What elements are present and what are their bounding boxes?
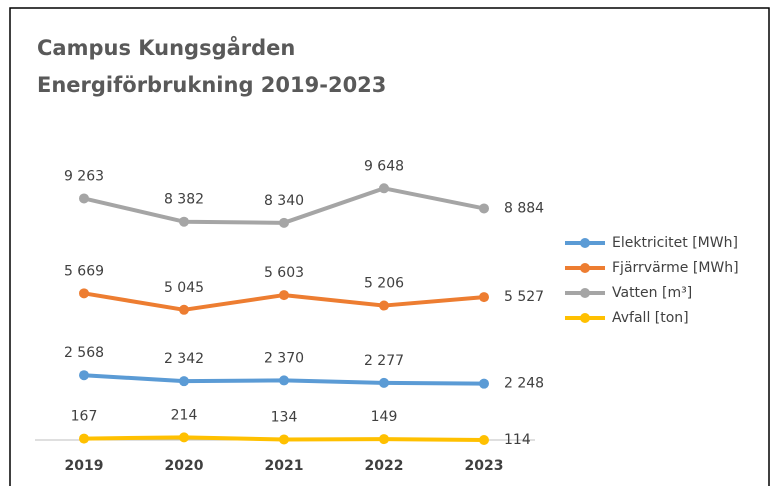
data-label: 167 <box>71 409 98 425</box>
legend-marker <box>580 238 590 248</box>
data-label: 8 884 <box>504 200 544 216</box>
x-tick-label: 2020 <box>165 458 204 474</box>
legend-marker <box>580 313 590 323</box>
data-label: 2 248 <box>504 376 544 392</box>
chart-frame <box>9 7 770 486</box>
x-tick-label: 2023 <box>465 458 504 474</box>
data-label: 8 382 <box>164 192 204 208</box>
data-point <box>279 434 289 445</box>
data-point <box>79 433 89 444</box>
data-point <box>279 290 289 301</box>
legend-marker <box>580 288 590 298</box>
data-point <box>79 288 89 299</box>
data-label: 134 <box>271 409 298 425</box>
data-label: 8 340 <box>264 193 304 209</box>
data-point <box>79 370 89 381</box>
data-point <box>79 193 89 204</box>
x-tick-label: 2021 <box>265 458 304 474</box>
x-tick-label: 2022 <box>365 458 404 474</box>
data-point <box>279 375 289 386</box>
data-label: 5 603 <box>264 265 304 281</box>
data-label: 2 277 <box>364 353 404 369</box>
data-point <box>479 203 489 214</box>
data-label: 2 568 <box>64 345 104 361</box>
chart-title: Energiförbrukning 2019-2023 <box>37 73 386 97</box>
data-label: 5 527 <box>504 289 544 305</box>
data-point <box>179 216 189 227</box>
data-point <box>379 434 389 445</box>
data-label: 2 370 <box>264 350 304 366</box>
data-point <box>479 434 489 445</box>
data-point <box>379 300 389 311</box>
data-label: 149 <box>371 409 398 425</box>
legend-marker <box>580 263 590 273</box>
chart-title: Campus Kungsgården <box>37 35 295 60</box>
data-label: 5 669 <box>64 263 104 279</box>
data-point <box>179 432 189 443</box>
data-label: 5 206 <box>364 276 404 292</box>
data-label: 9 263 <box>64 168 104 184</box>
data-point <box>179 304 189 315</box>
x-tick-label: 2019 <box>65 458 104 474</box>
data-label: 2 342 <box>164 351 204 367</box>
data-point <box>479 292 489 303</box>
data-label: 114 <box>504 432 531 448</box>
data-point <box>379 377 389 388</box>
data-point <box>379 183 389 194</box>
legend-label: Elektricitet [MWh] <box>612 235 738 251</box>
data-point <box>179 376 189 387</box>
data-label: 214 <box>171 407 198 423</box>
legend-label: Fjärrvärme [MWh] <box>612 260 739 276</box>
legend-label: Avfall [ton] <box>612 310 689 326</box>
data-point <box>279 217 289 228</box>
data-label: 9 648 <box>364 158 404 174</box>
data-point <box>479 378 489 389</box>
data-label: 5 045 <box>164 280 204 296</box>
legend-label: Vatten [m³] <box>612 285 692 301</box>
